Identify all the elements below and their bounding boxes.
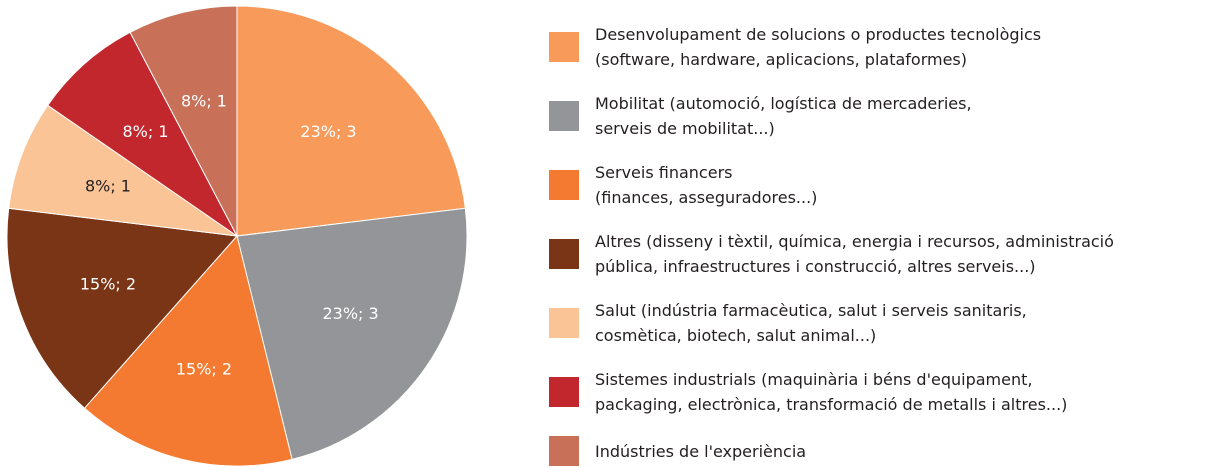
legend-label: Mobilitat (automoció, logística de merca… (595, 94, 972, 138)
slice-label: 23%; 3 (322, 304, 378, 323)
pie-chart: 23%; 3 23%; 3 15%; 2 15%; 2 8%; 1 8%; 1 8%; 1 (6, 5, 468, 467)
legend-item: Salut (indústria farmacèutica, salut i s… (549, 298, 1027, 348)
slice-label: 23%; 3 (300, 122, 356, 141)
legend-swatch (549, 101, 579, 131)
legend-swatch (549, 170, 579, 200)
legend-swatch (549, 436, 579, 466)
legend-swatch (549, 308, 579, 338)
legend-label: Desenvolupament de solucions o productes… (595, 25, 1042, 69)
slice-label: 8%; 1 (122, 122, 168, 141)
slice-label: 8%; 1 (85, 177, 131, 196)
pie-slice (8, 104, 238, 237)
legend-item: Indústries de l'experiència (549, 436, 806, 466)
slice-label: 15%; 2 (80, 274, 136, 293)
pie-slice (236, 207, 468, 460)
pie-slice (236, 5, 466, 237)
legend-item: Mobilitat (automoció, logística de merca… (549, 91, 972, 141)
legend-item: Sistemes industrials (maquinària i béns … (549, 367, 1067, 417)
legend-item: Serveis financers (finances, assegurador… (549, 160, 817, 210)
slice-label: 15%; 2 (176, 359, 232, 378)
legend-swatch (549, 239, 579, 269)
legend-label: Salut (indústria farmacèutica, salut i s… (595, 301, 1027, 345)
legend-swatch (549, 377, 579, 407)
legend-item: Desenvolupament de solucions o productes… (549, 22, 1041, 72)
legend-item: Altres (disseny i tèxtil, química, energ… (549, 229, 1114, 279)
legend-label: Serveis financers (finances, assegurador… (595, 163, 818, 207)
slice-label: 8%; 1 (181, 92, 227, 111)
legend-label: Altres (disseny i tèxtil, química, energ… (595, 232, 1114, 276)
pie-slice (6, 207, 239, 409)
pie-slice (129, 5, 238, 237)
legend-swatch (549, 32, 579, 62)
legend-label: Indústries de l'experiència (595, 441, 807, 461)
pie-slice (47, 31, 238, 237)
pie-slice (83, 234, 293, 467)
legend-label: Sistemes industrials (maquinària i béns … (595, 370, 1068, 414)
